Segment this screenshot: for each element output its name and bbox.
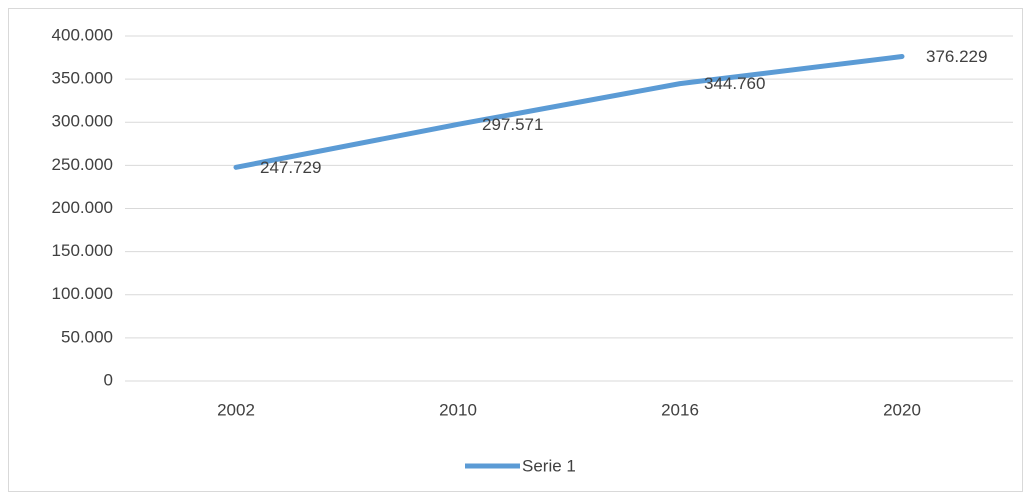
y-tick-label: 250.000 xyxy=(52,155,113,174)
y-tick-label: 200.000 xyxy=(52,198,113,217)
y-tick-label: 150.000 xyxy=(52,241,113,260)
data-label: 247.729 xyxy=(260,158,321,177)
y-tick-label: 100.000 xyxy=(52,284,113,303)
x-tick-label: 2002 xyxy=(217,400,255,419)
data-label: 344.760 xyxy=(704,74,765,93)
y-tick-label: 50.000 xyxy=(61,327,113,346)
y-tick-label: 350.000 xyxy=(52,69,113,88)
data-label: 376.229 xyxy=(926,47,987,66)
x-tick-label: 2010 xyxy=(439,400,477,419)
y-tick-label: 300.000 xyxy=(52,112,113,131)
data-label: 297.571 xyxy=(482,115,543,134)
x-tick-label: 2016 xyxy=(661,400,699,419)
x-tick-label: 2020 xyxy=(883,400,921,419)
chart-border xyxy=(8,8,1023,492)
series-line xyxy=(233,54,905,170)
y-tick-label: 0 xyxy=(104,370,113,389)
y-tick-label: 400.000 xyxy=(52,25,113,44)
legend-label: Serie 1 xyxy=(522,456,576,475)
